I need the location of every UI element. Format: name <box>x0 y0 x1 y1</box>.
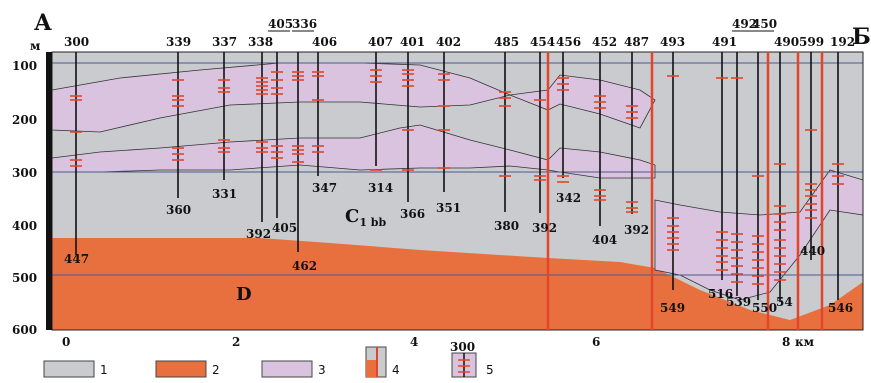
legend: 1 2 3 4 300 5 <box>43 340 494 378</box>
legend-num-5: 5 <box>486 363 494 377</box>
well-18-bottom-label: 539 <box>726 295 751 309</box>
well-12-bottom-label: 392 <box>532 221 557 235</box>
well-13-top-label: 456 <box>556 35 581 49</box>
well-17-bottom-label: 516 <box>708 287 733 301</box>
legend-swatch-3 <box>261 360 313 378</box>
depth-bar <box>46 52 52 330</box>
well-3-top-label: 337 <box>212 35 237 49</box>
well-20-top-label: 490 <box>774 35 799 49</box>
distance-tick-8: 8 <box>782 335 790 349</box>
well-6-top-label: 336 <box>292 17 317 31</box>
well-10-bottom-label: 351 <box>436 201 461 215</box>
well-17-top-label: 491 <box>712 35 737 49</box>
distance-tick-2: 2 <box>232 335 240 349</box>
section-end-label: Б <box>852 24 871 50</box>
well-22-top-label: 192 <box>830 35 855 49</box>
legend-num-2: 2 <box>212 363 220 377</box>
well-7-top-label: 406 <box>312 35 337 49</box>
well-14-top-label: 452 <box>592 35 617 49</box>
depth-tick-500: 500 <box>12 271 37 285</box>
depth-tick-100: 100 <box>12 59 37 73</box>
depth-unit-label: м <box>30 39 41 53</box>
wells-group: 3004473393603373313383924054053364624063… <box>64 17 855 315</box>
legend-swatch-2 <box>155 360 207 378</box>
well-12-top-label: 454 <box>530 35 555 49</box>
well-8-bottom-label: 314 <box>368 181 393 195</box>
well-15-top-label: 487 <box>624 35 649 49</box>
unit-label-carboniferous: C1 bb <box>345 206 387 229</box>
well-6-bottom-label: 462 <box>292 259 317 273</box>
well-4-top-label: 338 <box>248 35 273 49</box>
distance-unit-label: км <box>795 335 815 349</box>
well-1-top-label: 300 <box>64 35 89 49</box>
legend-num-4: 4 <box>392 363 400 377</box>
well-22-bottom-label: 546 <box>828 301 853 315</box>
depth-tick-200: 200 <box>12 113 37 127</box>
upper-lilac-layer <box>51 62 656 133</box>
legend-swatch-4-orange <box>366 360 376 377</box>
well-16-top-label: 493 <box>660 35 685 49</box>
well-8-top-label: 407 <box>368 35 393 49</box>
well-20-bottom-label: 54 <box>776 295 793 309</box>
devonian-layer <box>52 238 863 330</box>
well-4-bottom-label: 392 <box>246 227 271 241</box>
well-15-bottom-label: 392 <box>624 223 649 237</box>
well-21-top-label: 599 <box>799 35 824 49</box>
distance-tick-0: 0 <box>62 335 70 349</box>
well-11-top-label: 485 <box>494 35 519 49</box>
well-7-bottom-label: 347 <box>312 181 337 195</box>
well-1-bottom-label: 447 <box>64 252 89 266</box>
well-9-top-label: 401 <box>400 35 425 49</box>
well-5-bottom-label: 405 <box>272 221 297 235</box>
legend-5-header: 300 <box>450 340 475 354</box>
depth-tick-300: 300 <box>12 166 37 180</box>
legend-swatch-1 <box>43 360 95 378</box>
unit-label-devonian: D <box>236 284 252 305</box>
distance-tick-6: 6 <box>592 335 600 349</box>
well-5-top-label: 405 <box>268 17 293 31</box>
section-start-label: А <box>34 10 52 36</box>
well-13-bottom-label: 342 <box>556 191 581 205</box>
well-19-bottom-label: 550 <box>752 301 777 315</box>
depth-tick-400: 400 <box>12 219 37 233</box>
well-2-top-label: 339 <box>166 35 191 49</box>
well-11-bottom-label: 380 <box>494 219 519 233</box>
well-21-bottom-label: 440 <box>800 244 825 258</box>
legend-num-1: 1 <box>100 363 108 377</box>
well-18-top-label: 492 <box>732 17 757 31</box>
well-19-top-label: 450 <box>752 17 777 31</box>
well-2-bottom-label: 360 <box>166 203 191 217</box>
well-3-bottom-label: 331 <box>212 187 237 201</box>
well-10-top-label: 402 <box>436 35 461 49</box>
well-16-bottom-label: 549 <box>660 301 685 315</box>
well-14-bottom-label: 404 <box>592 233 617 247</box>
depth-tick-600: 600 <box>12 323 37 337</box>
legend-num-3: 3 <box>318 363 326 377</box>
well-9-bottom-label: 366 <box>400 207 425 221</box>
distance-tick-4: 4 <box>410 335 418 349</box>
